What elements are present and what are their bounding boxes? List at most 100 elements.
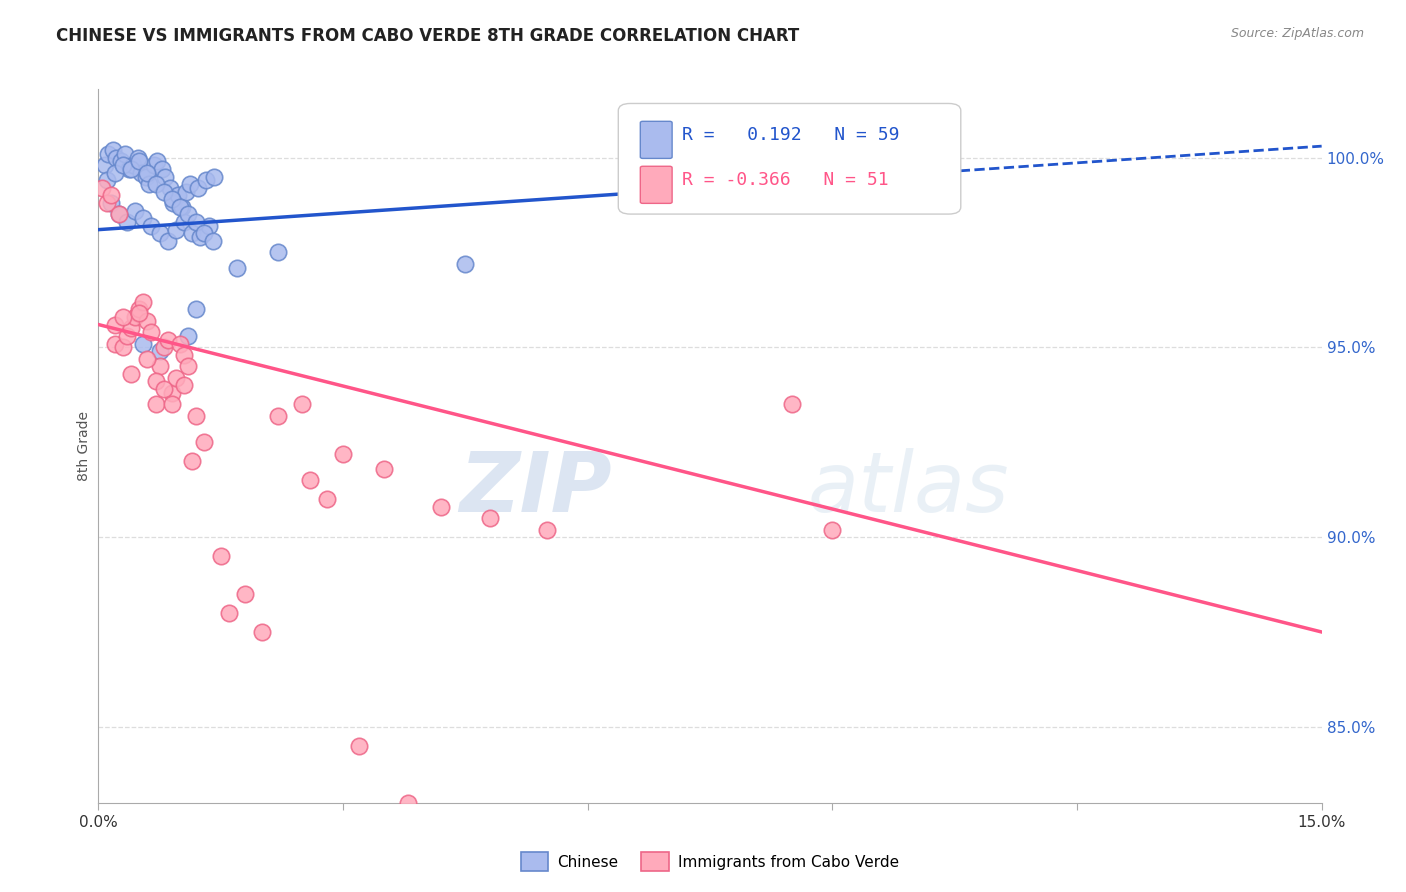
Point: [111, 158, 134, 172]
Point: [115, 329, 138, 343]
Point: [195, 173, 218, 187]
Point: [373, 462, 395, 476]
Point: [138, 177, 160, 191]
Point: [152, 382, 174, 396]
Point: [121, 158, 143, 172]
FancyBboxPatch shape: [640, 166, 672, 203]
Point: [165, 370, 187, 384]
Point: [299, 473, 322, 487]
Point: [96, 196, 118, 211]
Point: [118, 161, 141, 176]
Point: [226, 260, 249, 275]
Point: [218, 606, 240, 620]
Point: [149, 227, 172, 241]
Point: [177, 329, 200, 343]
Point: [250, 625, 273, 640]
Point: [209, 549, 232, 563]
Point: [124, 310, 146, 324]
Text: ZIP: ZIP: [460, 449, 612, 529]
Point: [128, 306, 150, 320]
Point: [162, 196, 184, 211]
Point: [349, 739, 371, 753]
Point: [129, 166, 152, 180]
Point: [127, 151, 149, 165]
Point: [155, 169, 177, 184]
Point: [179, 177, 201, 191]
Point: [176, 185, 198, 199]
Point: [110, 154, 132, 169]
Point: [120, 321, 142, 335]
Point: [186, 409, 208, 423]
Point: [177, 359, 200, 374]
Point: [165, 222, 187, 236]
Point: [821, 523, 844, 537]
Point: [159, 181, 181, 195]
Point: [141, 219, 163, 233]
Point: [315, 492, 337, 507]
Point: [149, 344, 172, 359]
Point: [780, 397, 803, 411]
Point: [97, 146, 120, 161]
Point: [396, 796, 419, 810]
Point: [193, 435, 215, 450]
Legend: Chinese, Immigrants from Cabo Verde: Chinese, Immigrants from Cabo Verde: [515, 847, 905, 877]
Point: [169, 200, 191, 214]
Point: [142, 158, 165, 172]
Point: [124, 203, 146, 218]
Point: [132, 294, 155, 309]
Point: [146, 154, 169, 169]
Point: [478, 511, 501, 525]
Point: [94, 158, 117, 172]
Point: [136, 166, 159, 180]
Point: [145, 177, 167, 191]
Point: [108, 207, 131, 221]
Point: [267, 245, 290, 260]
Text: Source: ZipAtlas.com: Source: ZipAtlas.com: [1230, 27, 1364, 40]
Point: [181, 227, 204, 241]
Point: [173, 378, 195, 392]
Text: CHINESE VS IMMIGRANTS FROM CABO VERDE 8TH GRADE CORRELATION CHART: CHINESE VS IMMIGRANTS FROM CABO VERDE 8T…: [56, 27, 800, 45]
Point: [233, 587, 256, 601]
Point: [104, 166, 127, 180]
Point: [193, 227, 215, 241]
Point: [197, 219, 219, 233]
Point: [145, 397, 167, 411]
Point: [177, 207, 200, 221]
Point: [111, 310, 134, 324]
Point: [160, 397, 183, 411]
Point: [430, 500, 453, 514]
Text: atlas: atlas: [808, 449, 1010, 529]
Text: R =   0.192   N = 59: R = 0.192 N = 59: [682, 127, 900, 145]
Point: [145, 375, 167, 389]
Point: [100, 196, 122, 211]
Point: [267, 409, 290, 423]
Point: [149, 359, 172, 374]
Point: [128, 154, 150, 169]
Point: [108, 207, 131, 221]
Text: R = -0.366   N = 51: R = -0.366 N = 51: [682, 171, 889, 189]
Point: [202, 169, 225, 184]
Point: [114, 146, 136, 161]
Point: [454, 257, 477, 271]
Point: [104, 336, 127, 351]
Point: [141, 325, 163, 339]
Point: [169, 336, 191, 351]
Point: [105, 151, 128, 165]
Point: [104, 318, 127, 332]
Point: [150, 161, 173, 176]
Point: [100, 188, 122, 202]
Point: [152, 340, 174, 354]
Point: [186, 215, 208, 229]
Point: [173, 215, 195, 229]
Point: [135, 169, 157, 184]
Point: [101, 143, 124, 157]
Point: [186, 302, 208, 317]
FancyBboxPatch shape: [640, 121, 672, 159]
Point: [332, 447, 354, 461]
Point: [132, 336, 155, 351]
Point: [187, 181, 209, 195]
Point: [156, 333, 179, 347]
Point: [201, 234, 224, 248]
Point: [536, 523, 558, 537]
Point: [173, 348, 195, 362]
